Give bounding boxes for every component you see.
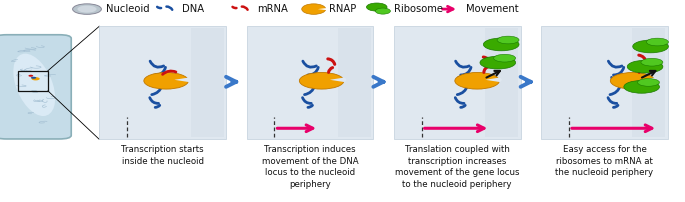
Text: Ribosome: Ribosome [394, 4, 443, 14]
Ellipse shape [375, 8, 390, 14]
FancyBboxPatch shape [485, 28, 518, 137]
Text: Translation coupled with
transcription increases
movement of the gene locus
to t: Translation coupled with transcription i… [395, 145, 519, 189]
Ellipse shape [484, 38, 519, 51]
Text: DNA: DNA [182, 4, 203, 14]
FancyBboxPatch shape [541, 26, 668, 139]
Ellipse shape [494, 54, 516, 62]
Ellipse shape [647, 38, 669, 46]
Text: Transcription induces
movement of the DNA
locus to the nucleoid
periphery: Transcription induces movement of the DN… [262, 145, 358, 189]
Ellipse shape [480, 56, 516, 69]
FancyBboxPatch shape [247, 26, 373, 139]
Ellipse shape [144, 73, 188, 89]
Ellipse shape [13, 54, 55, 116]
Text: Nucleoid: Nucleoid [106, 4, 150, 14]
Wedge shape [641, 78, 658, 82]
Ellipse shape [610, 73, 655, 89]
Text: mRNA: mRNA [257, 4, 288, 14]
Text: Movement: Movement [466, 4, 519, 14]
Wedge shape [174, 78, 190, 82]
Text: Easy access for the
ribosomes to mRNA at
the nucleoid periphery: Easy access for the ribosomes to mRNA at… [556, 145, 653, 177]
Ellipse shape [624, 80, 660, 93]
Ellipse shape [366, 3, 387, 11]
Ellipse shape [77, 5, 97, 13]
Ellipse shape [455, 73, 499, 89]
Ellipse shape [497, 36, 519, 44]
Ellipse shape [627, 60, 663, 73]
FancyBboxPatch shape [632, 28, 665, 137]
Bar [18, 71, 48, 91]
Ellipse shape [638, 79, 660, 86]
FancyBboxPatch shape [338, 28, 371, 137]
FancyBboxPatch shape [190, 28, 223, 137]
Text: Transcription starts
inside the nucleoid: Transcription starts inside the nucleoid [121, 145, 204, 166]
Ellipse shape [299, 73, 344, 89]
Text: RNAP: RNAP [329, 4, 356, 14]
Ellipse shape [28, 75, 33, 77]
Ellipse shape [73, 4, 101, 14]
Wedge shape [485, 78, 501, 82]
Ellipse shape [641, 58, 663, 66]
Ellipse shape [633, 40, 669, 53]
Wedge shape [330, 78, 347, 82]
FancyBboxPatch shape [0, 35, 71, 139]
Ellipse shape [31, 77, 36, 79]
Wedge shape [318, 8, 330, 11]
Ellipse shape [32, 77, 40, 80]
FancyBboxPatch shape [394, 26, 521, 139]
Ellipse shape [301, 4, 325, 14]
FancyBboxPatch shape [99, 26, 226, 139]
